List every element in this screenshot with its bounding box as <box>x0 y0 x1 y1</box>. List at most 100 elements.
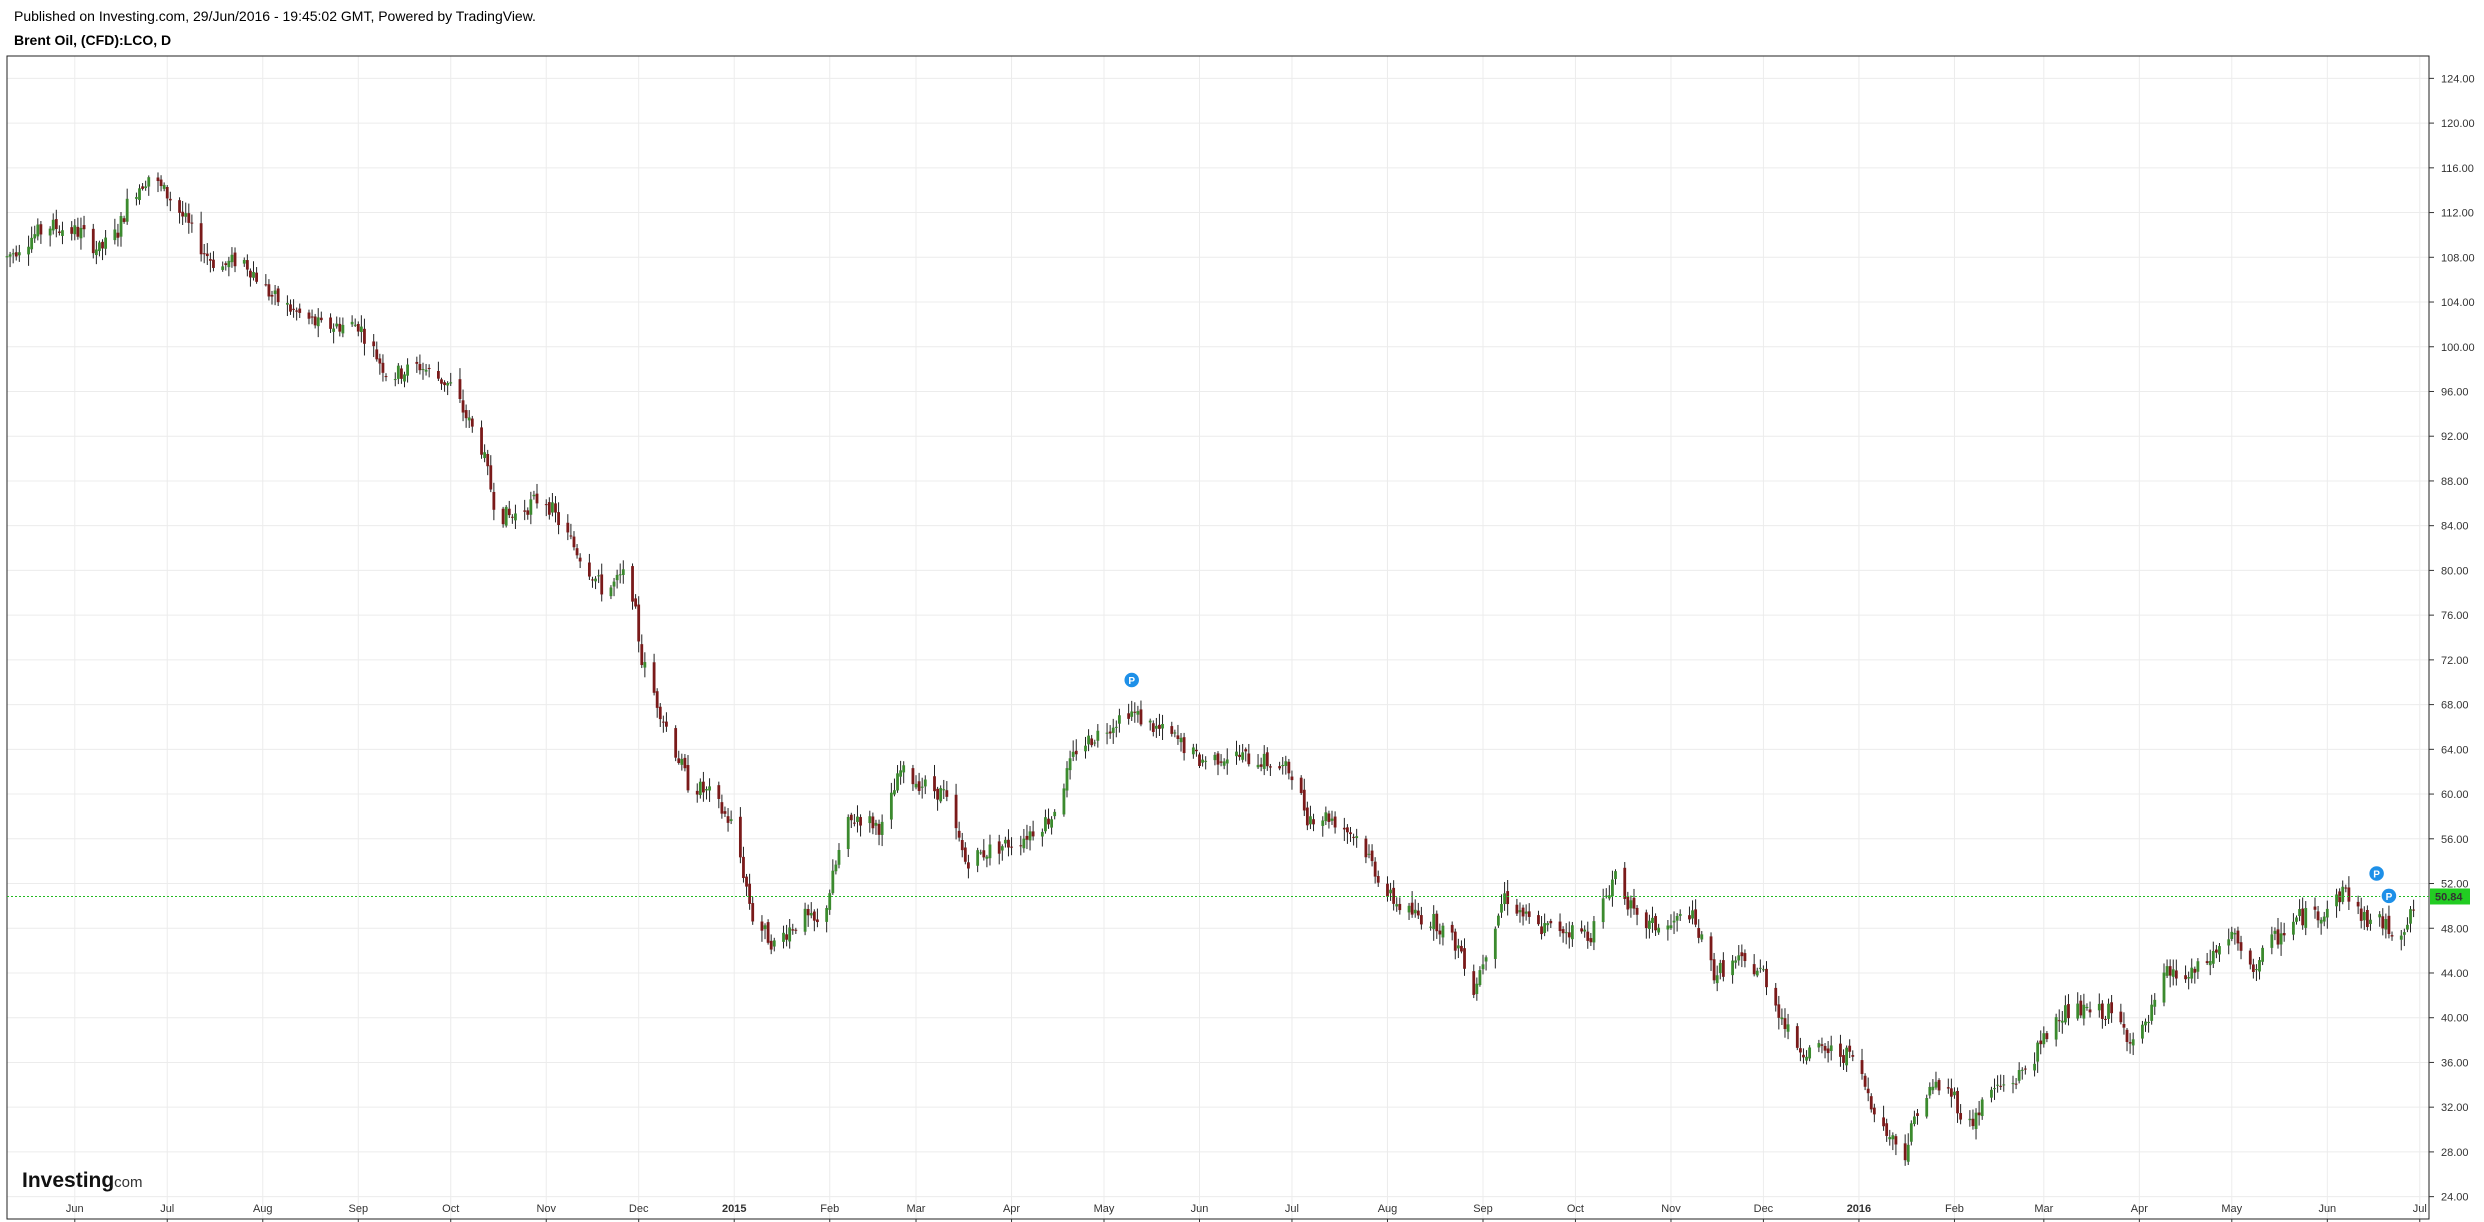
candle-body <box>181 211 185 217</box>
candle-body <box>507 508 511 516</box>
candle-body <box>1592 921 1596 943</box>
candle-body <box>403 374 406 382</box>
candle-body <box>467 417 471 421</box>
candle-body <box>2233 932 2237 935</box>
candle-body <box>1974 1112 1978 1129</box>
candle-body <box>852 822 856 824</box>
candle-body <box>2141 1024 2144 1039</box>
candle-body <box>1872 1107 1876 1115</box>
candle-body <box>2279 933 2283 945</box>
candle-body <box>1826 1048 1830 1054</box>
candle-body <box>945 790 949 797</box>
candle-body <box>729 819 733 822</box>
published-caption: Published on Investing.com, 29/Jun/2016 … <box>14 8 536 24</box>
candle-body <box>763 925 767 930</box>
x-tick-label: Jun <box>1191 1203 1209 1215</box>
candle-body <box>2128 1042 2132 1044</box>
candle-body <box>2171 969 2175 977</box>
symbol-title: Brent Oil, (CFD):LCO, D <box>14 32 172 48</box>
candle-body <box>2402 932 2406 935</box>
candle-body <box>233 252 237 267</box>
x-tick-label: Mar <box>2034 1203 2053 1215</box>
y-tick-label: 112.00 <box>2441 208 2474 220</box>
candle-body <box>544 504 548 506</box>
candle-body <box>221 266 225 270</box>
candle-body <box>1527 911 1531 917</box>
candle-body <box>1484 957 1488 962</box>
candle-body <box>1715 975 1719 984</box>
candle-body <box>82 225 86 230</box>
candle-body <box>1330 818 1334 821</box>
candle-body <box>1629 900 1633 909</box>
candle-body <box>1731 960 1734 976</box>
candle-body <box>1743 953 1747 962</box>
candle-body <box>1860 1060 1864 1075</box>
candle-body <box>1151 723 1155 732</box>
candle-body <box>1204 760 1208 762</box>
candle-body <box>1521 907 1525 917</box>
candle-body <box>1583 929 1587 932</box>
candle-body <box>1669 925 1673 929</box>
candle-body <box>708 786 711 791</box>
candle-body <box>2119 1011 2123 1023</box>
candle-body <box>1376 876 1380 883</box>
candle-body <box>963 847 967 862</box>
candle-body <box>1386 883 1389 897</box>
candle-body <box>39 224 43 235</box>
candle-body <box>554 503 557 513</box>
candle-body <box>637 604 641 642</box>
candle-body <box>2365 910 2369 927</box>
candle-body <box>1866 1088 1870 1094</box>
candle-body <box>2187 977 2191 979</box>
candle-body <box>2125 1029 2129 1042</box>
candle-body <box>1931 1086 1935 1091</box>
candle-body <box>1087 735 1090 745</box>
candle-body <box>510 516 514 518</box>
candle-body <box>640 644 644 666</box>
candle-body <box>319 317 323 321</box>
candle-body <box>1148 720 1152 723</box>
candle-body <box>1549 920 1553 924</box>
current-price-line: 50.84 <box>7 888 2470 905</box>
candle-body <box>1925 1098 1929 1117</box>
candle-body <box>1389 889 1392 894</box>
candle-body <box>113 229 117 241</box>
candle-body <box>899 770 903 777</box>
candle-body <box>523 510 527 512</box>
candle-body <box>2054 1017 2058 1040</box>
candle-body <box>1777 1004 1781 1018</box>
x-tick-label: 2016 <box>1847 1203 1871 1215</box>
candle-body <box>1373 861 1377 877</box>
candle-body <box>1515 904 1519 914</box>
candle-body <box>1219 761 1223 763</box>
candle-body <box>674 728 678 758</box>
candle-body <box>2369 919 2372 924</box>
candle-body <box>1971 1118 1975 1127</box>
candle-body <box>1839 1043 1842 1057</box>
candle-body <box>1284 761 1288 766</box>
candle-body <box>1851 1055 1855 1057</box>
event-markers[interactable]: P P P <box>1122 671 2398 905</box>
candle-body <box>1238 754 1241 757</box>
x-tick-label: Aug <box>253 1203 273 1215</box>
candle-body <box>1709 936 1713 961</box>
candle-body <box>2341 886 2345 902</box>
candle-body <box>1438 930 1442 935</box>
candle-body <box>923 779 927 787</box>
candle-body <box>94 249 98 256</box>
candle-body <box>483 452 487 459</box>
candle-body <box>1050 819 1054 828</box>
candle-body <box>1429 926 1433 928</box>
candle-body <box>1003 839 1007 844</box>
candle-body <box>1697 927 1701 938</box>
candle-body <box>418 364 422 371</box>
candle-body <box>933 776 936 792</box>
x-tick-label: Apr <box>1003 1203 1020 1215</box>
candle-body <box>578 557 582 562</box>
candle-body <box>378 358 382 364</box>
candle-body <box>1820 1044 1824 1046</box>
candle-body <box>2107 1003 2110 1019</box>
candle-body <box>1287 761 1291 774</box>
candle-body <box>979 852 983 854</box>
